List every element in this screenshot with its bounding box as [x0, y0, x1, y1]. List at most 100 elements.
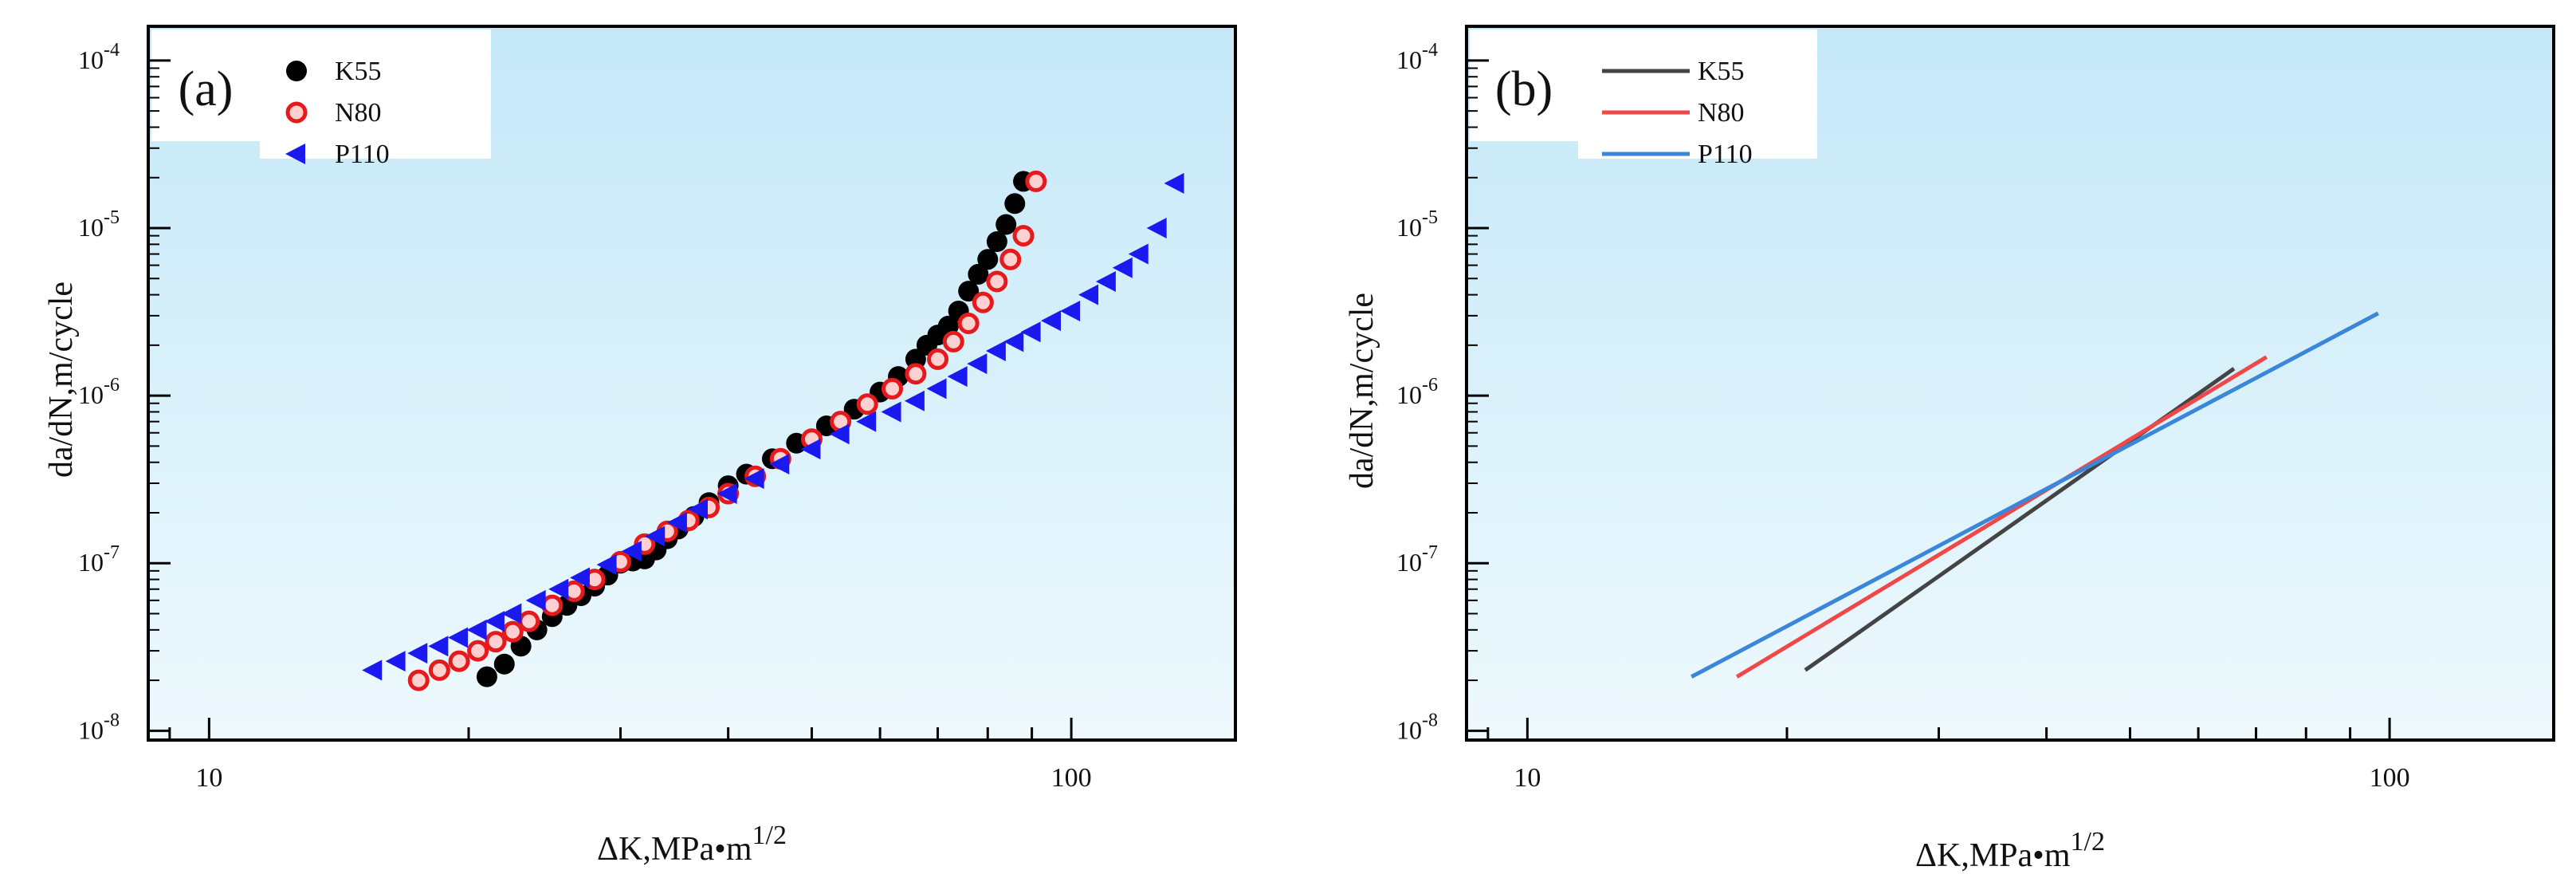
legend-label-p110: P110: [1698, 140, 1753, 169]
plot-frame: [147, 25, 1237, 742]
panel-label: (a): [179, 62, 234, 116]
point-p110: [985, 340, 1006, 361]
legend: K55 N80 P110: [1602, 57, 1753, 169]
y-tick-label: 10-6: [78, 375, 120, 409]
point-n80: [999, 248, 1022, 270]
point-k55: [986, 231, 1007, 253]
point-p110: [856, 411, 877, 432]
point-p110: [645, 526, 666, 547]
y-tick-base: 10: [78, 548, 104, 577]
panel-label: (b): [1495, 62, 1553, 116]
point-p110: [385, 651, 406, 672]
point-p110: [1095, 270, 1116, 292]
point-p110: [1128, 243, 1149, 265]
point-n80: [1025, 170, 1047, 192]
point-k55: [968, 263, 989, 285]
x-tick-label: 10: [195, 763, 222, 793]
legend-swatch-p110: [285, 144, 305, 164]
point-p110: [904, 390, 925, 411]
y-tick-exponent: -5: [104, 207, 120, 228]
point-p110: [717, 483, 737, 505]
plot-frame: [1465, 25, 2555, 742]
y-tick-base: 10: [1396, 45, 1422, 74]
point-p110: [569, 567, 590, 589]
data-marks: [362, 170, 1184, 691]
y-tick-label: 10-5: [78, 207, 120, 242]
y-tick-label: 10-4: [78, 40, 120, 74]
point-n80: [927, 348, 949, 370]
series-line-p110: [1690, 311, 2379, 679]
point-k55: [958, 281, 980, 302]
point-p110: [829, 423, 850, 445]
point-n80: [882, 377, 904, 400]
x-axis-label-text: ΔK,MPa•m: [1915, 837, 2071, 874]
y-tick-base: 10: [78, 213, 104, 242]
point-p110: [1146, 217, 1167, 238]
y-tick-exponent: -6: [104, 375, 120, 396]
point-p110: [1060, 300, 1081, 321]
point-p110: [947, 366, 968, 388]
y-tick-base: 10: [1396, 548, 1422, 577]
y-tick-exponent: -6: [1422, 375, 1438, 396]
point-p110: [1041, 310, 1062, 332]
point-n80: [1012, 225, 1035, 247]
y-tick-exponent: -7: [104, 542, 120, 563]
point-n80: [986, 270, 1008, 293]
point-n80: [972, 291, 994, 313]
x-axis-label-text: ΔK,MPa•m: [597, 831, 752, 868]
y-tick-exponent: -4: [104, 40, 120, 61]
x-axis-label-sup: 1/2: [2071, 827, 2105, 856]
y-tick-base: 10: [78, 715, 104, 744]
point-n80: [485, 631, 507, 653]
point-p110: [967, 353, 988, 375]
point-p110: [362, 660, 383, 681]
y-tick-label: 10-8: [1396, 710, 1438, 744]
point-p110: [744, 468, 764, 490]
y-tick-exponent: -7: [1422, 542, 1438, 563]
legend-label-n80: N80: [335, 98, 382, 128]
y-tick-exponent: -8: [1422, 710, 1438, 730]
point-n80: [856, 393, 878, 415]
y-tick-label: 10-8: [78, 710, 120, 744]
y-axis-label: da/dN,m/cycle: [43, 282, 80, 478]
point-n80: [501, 620, 524, 643]
point-p110: [525, 589, 546, 611]
point-p110: [1112, 257, 1133, 278]
point-p110: [1020, 321, 1041, 343]
point-n80: [407, 669, 430, 691]
point-p110: [448, 627, 469, 648]
x-axis-label-sup: 1/2: [752, 821, 787, 850]
point-n80: [541, 594, 564, 616]
point-p110: [800, 439, 821, 460]
y-tick-label: 10-4: [1396, 40, 1438, 74]
y-tick-label: 10-7: [78, 542, 120, 577]
point-k55: [493, 653, 515, 675]
y-tick-base: 10: [1396, 380, 1422, 409]
y-tick-exponent: -5: [1422, 207, 1438, 228]
y-tick-exponent: -8: [104, 710, 120, 730]
x-tick-label: 100: [2370, 763, 2410, 793]
y-tick-label: 10-6: [1396, 375, 1438, 409]
point-n80: [428, 659, 450, 681]
legend: K55 N80 P110: [285, 57, 390, 169]
point-k55: [995, 214, 1017, 235]
point-p110: [548, 578, 569, 600]
legend-label-k55: K55: [1698, 57, 1745, 86]
x-tick-label: 100: [1051, 763, 1092, 793]
point-n80: [905, 363, 927, 385]
point-p110: [1078, 284, 1099, 305]
legend-label-n80: N80: [1698, 98, 1745, 128]
point-k55: [977, 249, 999, 270]
legend-swatch-k55: [286, 61, 307, 81]
point-p110: [881, 401, 901, 423]
point-n80: [467, 640, 489, 662]
point-k55: [1004, 193, 1026, 215]
y-tick-label: 10-7: [1396, 542, 1438, 577]
y-tick-exponent: -4: [1422, 40, 1438, 61]
point-p110: [926, 378, 947, 400]
